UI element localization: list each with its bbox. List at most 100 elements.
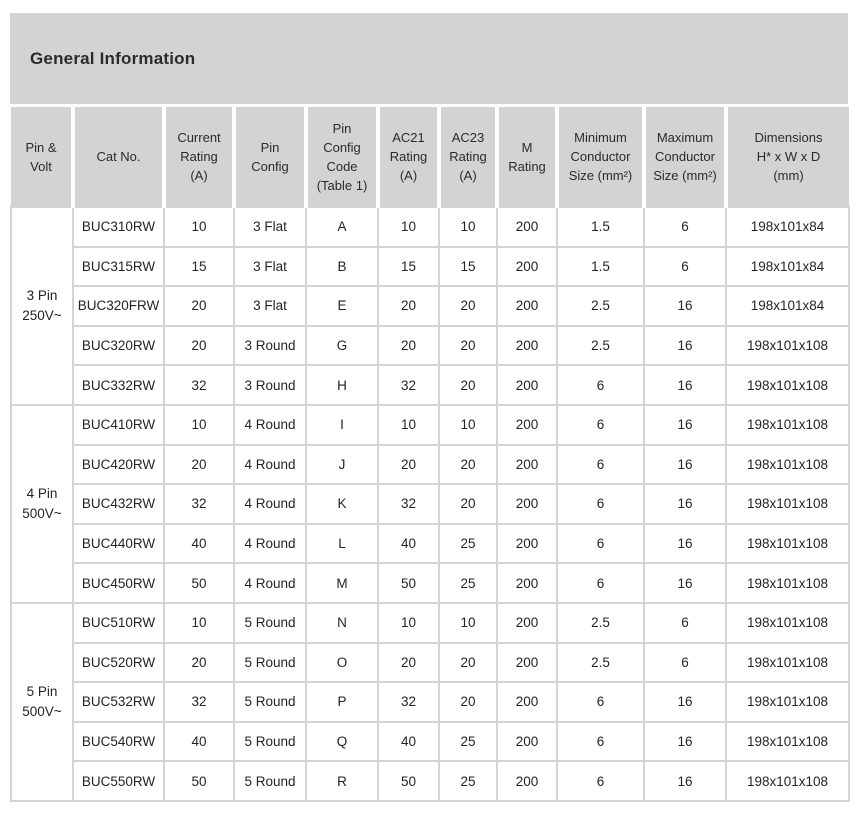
cell-m-rating: 200	[496, 641, 558, 684]
cell-dimensions: 198x101x108	[725, 681, 850, 723]
cell-ac21-rating: 10	[377, 206, 440, 248]
column-header-m-rating: M Rating	[495, 107, 557, 207]
cell-max-conductor: 16	[643, 443, 727, 486]
column-header-cat-no: Cat No.	[71, 107, 164, 207]
cell-min-conductor: 6	[556, 403, 645, 446]
cell-dimensions: 198x101x108	[725, 364, 850, 406]
cell-dimensions: 198x101x108	[725, 601, 850, 644]
column-header-pin-config: Pin Config	[232, 107, 306, 207]
cell-pin-config-code: G	[305, 324, 379, 367]
table-row: BUC432RW 32 4 Round K 32 20 200 6 16 198x101x108	[11, 483, 850, 525]
cell-current-rating: 50	[163, 562, 235, 604]
cell-cat-no: BUC420RW	[72, 443, 165, 486]
cell-max-conductor: 6	[643, 601, 727, 644]
column-header-pin-volt: Pin & Volt	[11, 107, 73, 207]
cell-cat-no: BUC432RW	[72, 483, 165, 525]
cell-pin-config: 5 Round	[233, 641, 307, 684]
cell-ac23-rating: 15	[438, 245, 498, 288]
group-cell-pin-volt: 3 Pin 250V~	[10, 206, 74, 406]
cell-ac21-rating: 40	[377, 522, 440, 565]
column-header-pin-config-code: Pin Config Code (Table 1)	[304, 107, 378, 207]
cell-min-conductor: 1.5	[556, 245, 645, 288]
cell-ac23-rating: 10	[438, 403, 498, 446]
cell-current-rating: 20	[163, 324, 235, 367]
cell-ac23-rating: 10	[438, 601, 498, 644]
cell-dimensions: 198x101x108	[725, 641, 850, 684]
table-header: Pin & Volt Cat No. Current Rating (A) Pi…	[11, 107, 849, 207]
cell-current-rating: 40	[163, 522, 235, 565]
cell-m-rating: 200	[496, 760, 558, 802]
cell-pin-config-code: M	[305, 562, 379, 604]
cell-pin-config-code: N	[305, 601, 379, 644]
cell-cat-no: BUC320RW	[72, 324, 165, 367]
table-row: BUC420RW 20 4 Round J 20 20 200 6 16 198x101x108	[11, 443, 850, 486]
cell-m-rating: 200	[496, 601, 558, 644]
cell-cat-no: BUC315RW	[72, 245, 165, 288]
cell-max-conductor: 6	[643, 245, 727, 288]
cell-pin-config-code: J	[305, 443, 379, 486]
cell-pin-config: 4 Round	[233, 443, 307, 486]
cell-max-conductor: 16	[643, 483, 727, 525]
cell-current-rating: 10	[163, 206, 235, 248]
cell-pin-config: 3 Flat	[233, 285, 307, 327]
cell-pin-config: 5 Round	[233, 681, 307, 723]
cell-pin-config-code: P	[305, 681, 379, 723]
cell-m-rating: 200	[496, 483, 558, 525]
cell-ac21-rating: 32	[377, 681, 440, 723]
cell-pin-config: 5 Round	[233, 601, 307, 644]
cell-min-conductor: 6	[556, 562, 645, 604]
cell-ac23-rating: 25	[438, 720, 498, 763]
cell-cat-no: BUC440RW	[72, 522, 165, 565]
table-row: BUC520RW 20 5 Round O 20 20 200 2.5 6 198x101x108	[11, 641, 850, 684]
cell-max-conductor: 16	[643, 760, 727, 802]
cell-current-rating: 32	[163, 483, 235, 525]
cell-ac23-rating: 25	[438, 562, 498, 604]
cell-ac23-rating: 20	[438, 483, 498, 525]
section-title-band: General Information	[10, 13, 848, 104]
cell-max-conductor: 16	[643, 285, 727, 327]
cell-pin-config: 4 Round	[233, 483, 307, 525]
cell-max-conductor: 16	[643, 364, 727, 406]
cell-cat-no: BUC540RW	[72, 720, 165, 763]
cell-current-rating: 32	[163, 364, 235, 406]
table-row: BUC320FRW 20 3 Flat E 20 20 200 2.5 16 198x101x84	[11, 285, 850, 327]
cell-min-conductor: 2.5	[556, 601, 645, 644]
cell-ac21-rating: 10	[377, 601, 440, 644]
table-row: BUC320RW 20 3 Round G 20 20 200 2.5 16 198x101x10…	[11, 324, 850, 367]
cell-m-rating: 200	[496, 364, 558, 406]
cell-m-rating: 200	[496, 681, 558, 723]
column-header-ac23-rating: AC23 Rating (A)	[437, 107, 497, 207]
cell-dimensions: 198x101x108	[725, 483, 850, 525]
cell-pin-config-code: B	[305, 245, 379, 288]
cell-pin-config: 4 Round	[233, 562, 307, 604]
cell-dimensions: 198x101x108	[725, 324, 850, 367]
cell-ac21-rating: 20	[377, 641, 440, 684]
cell-m-rating: 200	[496, 206, 558, 248]
page-title: General Information	[30, 48, 196, 68]
cell-dimensions: 198x101x108	[725, 403, 850, 446]
cell-ac23-rating: 20	[438, 641, 498, 684]
column-header-current-rating: Current Rating (A)	[162, 107, 234, 207]
cell-min-conductor: 2.5	[556, 285, 645, 327]
cell-ac21-rating: 50	[377, 760, 440, 802]
cell-min-conductor: 2.5	[556, 641, 645, 684]
cell-pin-config: 3 Flat	[233, 206, 307, 248]
table-row: 4 Pin 500V~ BUC410RW 10 4 Round I 10 10 200 6 16 1…	[10, 403, 850, 604]
column-header-ac21-rating: AC21 Rating (A)	[376, 107, 439, 207]
cell-pin-config-code: O	[305, 641, 379, 684]
cell-cat-no: BUC332RW	[72, 364, 165, 406]
cell-max-conductor: 16	[643, 562, 727, 604]
cell-min-conductor: 6	[556, 760, 645, 802]
cell-m-rating: 200	[496, 720, 558, 763]
cell-current-rating: 32	[163, 681, 235, 723]
cell-ac21-rating: 50	[377, 562, 440, 604]
column-header-min-conductor: Minimum Conductor Size (mm²)	[555, 107, 644, 207]
cell-current-rating: 10	[163, 403, 235, 446]
cell-cat-no: BUC550RW	[72, 760, 165, 802]
cell-ac21-rating: 20	[377, 324, 440, 367]
cell-m-rating: 200	[496, 443, 558, 486]
cell-m-rating: 200	[496, 285, 558, 327]
table-row: BUC332RW 32 3 Round H 32 20 200 6 16 198x101x108	[11, 364, 850, 406]
cell-dimensions: 198x101x108	[725, 760, 850, 802]
